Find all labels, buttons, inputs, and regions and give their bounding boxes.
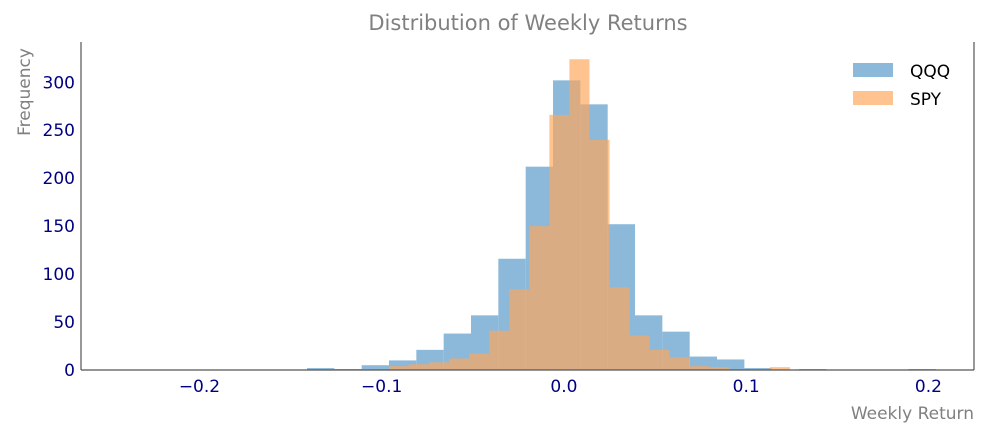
bar-spy-14 — [649, 349, 670, 370]
bar-spy-7 — [509, 289, 530, 370]
bar-spy-13 — [629, 335, 650, 370]
x-tick-label: 0.2 — [915, 377, 942, 397]
x-tick-label: 0.0 — [550, 377, 577, 397]
bar-qqq-2 — [361, 365, 389, 370]
bar-spy-3 — [429, 362, 450, 370]
ticks-layer: −0.2 −0.1 0.0 0.1 0.2 0 50 100 150 200 250 300 — [43, 73, 942, 397]
y-tick-label: 200 — [43, 169, 75, 189]
bar-qqq-15 — [717, 359, 745, 370]
bar-spy-2 — [409, 364, 430, 370]
legend-label-spy: SPY — [910, 90, 942, 110]
bar-spy-19 — [769, 367, 790, 370]
y-tick-label: 150 — [43, 217, 75, 237]
bar-spy-9 — [549, 114, 570, 370]
bar-spy-4 — [449, 358, 470, 370]
x-tick-label: 0.1 — [733, 377, 760, 397]
y-axis-label: Frequency — [15, 48, 35, 136]
x-axis-label: Weekly Return — [851, 404, 974, 424]
bars-layer — [306, 59, 936, 371]
legend: QQQ SPY — [853, 62, 950, 110]
bar-spy-17 — [709, 367, 730, 370]
series-spy — [348, 59, 790, 370]
x-tick-label: −0.2 — [179, 377, 220, 397]
y-tick-label: 50 — [53, 313, 75, 333]
bar-qqq-16 — [744, 368, 772, 370]
bar-spy-10 — [569, 59, 590, 370]
legend-label-qqq: QQQ — [910, 62, 950, 82]
chart-title: Distribution of Weekly Returns — [368, 11, 687, 35]
x-tick-label: −0.1 — [361, 377, 402, 397]
bar-spy-11 — [589, 139, 610, 370]
axes-layer — [80, 42, 975, 371]
legend-swatch-qqq — [853, 63, 893, 77]
bar-spy-15 — [669, 357, 690, 370]
y-tick-label: 250 — [43, 121, 75, 141]
bar-spy-12 — [609, 287, 630, 370]
bar-spy-8 — [529, 226, 550, 370]
bar-qqq-3 — [388, 360, 417, 370]
y-tick-label: 100 — [43, 265, 75, 285]
bar-spy-1 — [388, 366, 410, 370]
bar-spy-16 — [689, 366, 710, 370]
y-tick-label: 0 — [64, 361, 75, 381]
y-tick-label: 300 — [43, 73, 75, 93]
bar-spy-5 — [469, 353, 490, 370]
legend-swatch-spy — [853, 91, 893, 105]
bar-qqq-0 — [306, 368, 335, 370]
bar-spy-6 — [489, 330, 510, 370]
